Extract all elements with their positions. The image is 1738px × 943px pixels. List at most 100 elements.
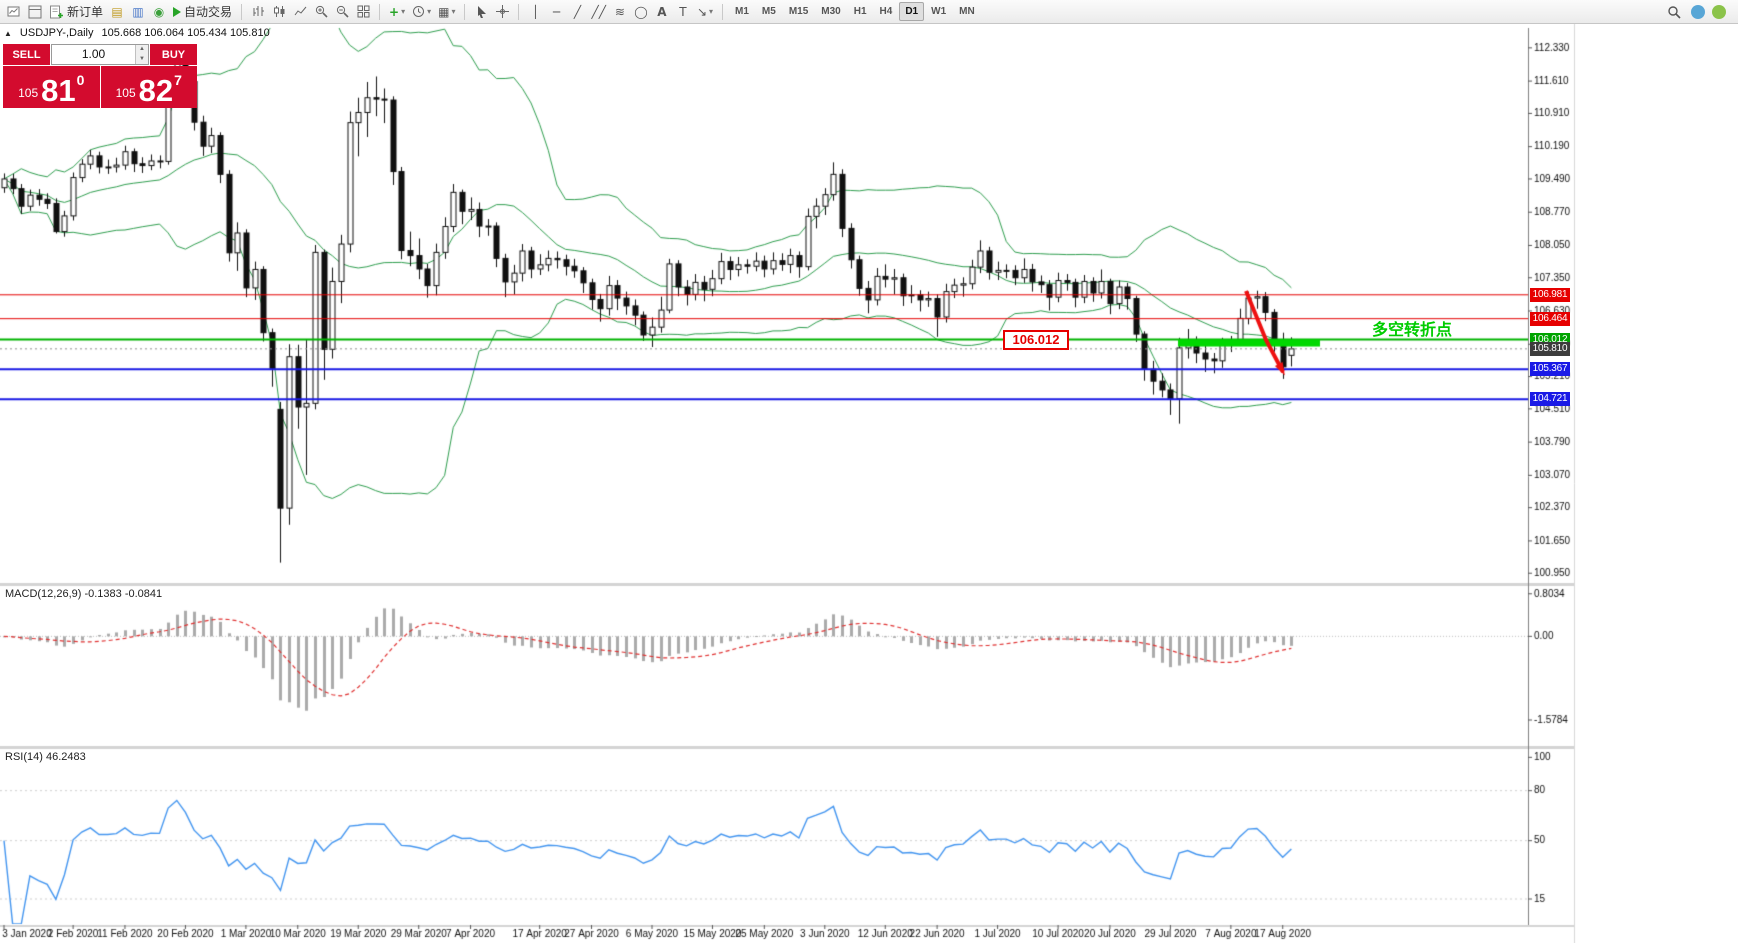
timeframe-m15-button[interactable]: M15 (788, 6, 809, 17)
timeframe-m30-button[interactable]: M30 (821, 6, 841, 17)
label-tool-button[interactable]: T (673, 2, 693, 22)
horizontal-line-icon: ─ (552, 4, 561, 19)
turning-point-label[interactable]: 多空转折点 (1372, 319, 1453, 339)
text-icon: A (657, 4, 667, 19)
crosshair-icon (495, 5, 509, 18)
search-icon (1668, 5, 1681, 19)
new-order-button[interactable]: 新订单 (46, 2, 106, 22)
data-window-icon: ◉ (153, 4, 165, 19)
timeframe-w1-button[interactable]: W1 (931, 6, 947, 17)
market-watch-icon: ▥ (132, 4, 144, 19)
price-tag-column: 106.981 106.464 106.012 105.810 105.367 104.7… (1530, 24, 1572, 943)
vertical-line-icon: │ (531, 4, 540, 19)
bar-chart-button[interactable] (248, 2, 268, 22)
new-chart-button[interactable] (4, 2, 24, 22)
timeframe-h1-button[interactable]: H1 (853, 6, 867, 17)
zoom-in-button[interactable] (311, 2, 331, 22)
profiles-icon (28, 5, 42, 18)
trendline-icon: ╱ (573, 4, 582, 19)
template-icon: ▦ (438, 4, 450, 19)
price-tag-104.721: 104.721 (1530, 392, 1570, 407)
price-tag-105.367: 105.367 (1530, 362, 1570, 377)
market-depth-button[interactable]: ▤ (107, 2, 127, 22)
new-chart-dropdown-button[interactable]: + ▾ (386, 2, 408, 22)
new-order-icon (50, 5, 63, 18)
fibonacci-button[interactable]: ≋ (610, 2, 630, 22)
sell-price-button[interactable]: 105 81 0 (3, 66, 100, 108)
template-dropdown-button[interactable]: ▦ ▾ (435, 2, 458, 22)
new-chart-icon (7, 6, 20, 16)
chart-canvas[interactable] (0, 24, 1738, 943)
autotrade-label: 自动交易 (184, 5, 233, 19)
line-chart-icon (294, 6, 306, 16)
fibonacci-icon: ≋ (614, 4, 625, 19)
profiles-button[interactable] (25, 2, 45, 22)
trendline-button[interactable]: ╱ (567, 2, 587, 22)
one-click-trade-panel: SELL 1.00 ▲ ▼ BUY 105 81 0 105 (3, 44, 197, 108)
timeframe-mn-button[interactable]: MN (959, 6, 975, 17)
price-tag-106.464: 106.464 (1530, 311, 1570, 326)
new-chart-plus-icon: + (389, 4, 400, 19)
volume-down-button[interactable]: ▼ (136, 54, 148, 64)
chevron-down-icon: ▾ (401, 7, 406, 16)
zoom-out-button[interactable] (332, 2, 352, 22)
sell-button[interactable]: SELL (3, 44, 50, 65)
channel-icon: ╱╱ (591, 4, 606, 19)
buy-price-sup: 7 (174, 72, 182, 88)
timeframe-m1-button[interactable]: M1 (735, 6, 749, 17)
volume-stepper: ▲ ▼ (135, 45, 148, 64)
search-button[interactable] (1664, 2, 1684, 22)
metaquotes-id-icon[interactable] (1691, 4, 1705, 19)
ellipse-tool-button[interactable]: ◯ (631, 2, 651, 22)
text-tool-button[interactable]: A (652, 2, 672, 22)
horizontal-line-button[interactable]: ─ (546, 2, 566, 22)
timeframe-m5-button[interactable]: M5 (761, 6, 776, 17)
channel-button[interactable]: ╱╱ (588, 2, 608, 22)
data-window-button[interactable]: ◉ (149, 2, 169, 22)
line-chart-button[interactable] (290, 2, 310, 22)
autotrade-play-icon (173, 6, 182, 17)
timeframe-h4-button[interactable]: H4 (879, 6, 893, 17)
buy-button[interactable]: BUY (150, 44, 197, 65)
rsi-label: RSI(14) 46.2483 (5, 751, 86, 763)
vertical-line-button[interactable]: │ (525, 2, 545, 22)
symbol-period-label: USDJPY-,Daily (19, 27, 94, 39)
bar-chart-icon (253, 6, 264, 16)
chevron-down-icon: ▾ (427, 7, 432, 16)
timeframe-d1-button[interactable]: D1 (899, 2, 925, 21)
label-icon: T (679, 4, 687, 19)
candlestick-chart-icon (273, 6, 285, 17)
community-icon[interactable] (1712, 4, 1726, 19)
zoom-in-icon (315, 5, 328, 18)
market-watch-button[interactable]: ▥ (128, 2, 148, 22)
price-tag-105.810: 105.810 (1530, 341, 1570, 356)
volume-value[interactable]: 1.00 (81, 47, 106, 61)
buy-price-prefix: 105 (115, 86, 136, 100)
volume-up-button[interactable]: ▲ (136, 45, 148, 55)
price-tag-106.981: 106.981 (1530, 287, 1570, 302)
main-toolbar: 新订单 ▤ ▥ ◉ 自动交易 + ▾ ▾ ▦ ▾ │ ─ ╱ ╱╱ ≋ ◯ A T … (0, 0, 1738, 24)
toolbar-separator (379, 3, 381, 20)
toolbar-separator (241, 3, 243, 20)
ellipse-icon: ◯ (634, 4, 648, 19)
candlestick-chart-button[interactable] (269, 2, 289, 22)
arrows-dropdown-button[interactable]: ↘ ▾ (694, 2, 716, 22)
price-callout[interactable]: 106.012 (1003, 329, 1069, 350)
toolbar-separator (518, 3, 520, 20)
clock-icon (413, 6, 425, 17)
cursor-button[interactable] (471, 2, 491, 22)
tile-windows-icon (357, 5, 370, 18)
one-click-toggle-icon[interactable]: ▲ (4, 28, 12, 38)
sell-price-prefix: 105 (18, 86, 39, 100)
tile-windows-button[interactable] (353, 2, 373, 22)
chevron-down-icon: ▾ (451, 7, 456, 16)
crosshair-button[interactable] (492, 2, 512, 22)
volume-field[interactable]: 1.00 ▲ ▼ (51, 44, 149, 65)
cursor-icon (477, 6, 486, 18)
sell-price-big: 81 (41, 72, 76, 108)
period-dropdown-button[interactable]: ▾ (409, 2, 434, 22)
autotrade-button[interactable]: 自动交易 (170, 2, 235, 22)
buy-price-button[interactable]: 105 82 7 (100, 66, 197, 108)
toolbar-separator (464, 3, 466, 20)
